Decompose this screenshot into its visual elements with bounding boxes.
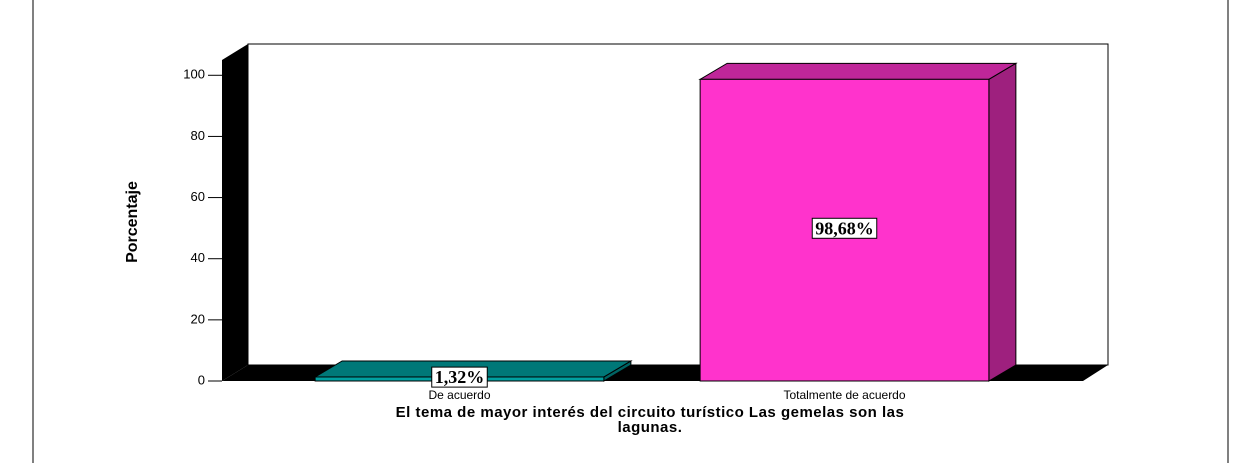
value-label-box [811, 217, 878, 239]
x-tick-label: Totalmente de acuerdo [783, 388, 905, 402]
x-axis-title: El tema de mayor interés del circuito tu… [395, 404, 905, 436]
y-tick-label: 100 [183, 67, 205, 82]
frame [32, 0, 1229, 463]
y-tick-label: 40 [191, 250, 205, 265]
x-tick-label: De acuerdo [428, 388, 490, 402]
side-wall [222, 44, 248, 381]
value-label: 1,32% [435, 367, 485, 387]
value-label-box [431, 366, 488, 388]
y-tick-label: 0 [198, 372, 205, 387]
y-tick-label: 60 [191, 189, 205, 204]
bar-side [988, 62, 1017, 382]
y-tick-label: 20 [191, 311, 205, 326]
bar-top [698, 62, 1018, 80]
y-axis-title: Porcentaje [124, 181, 141, 263]
y-tick-label: 80 [191, 128, 205, 143]
value-label: 98,68% [815, 218, 874, 238]
